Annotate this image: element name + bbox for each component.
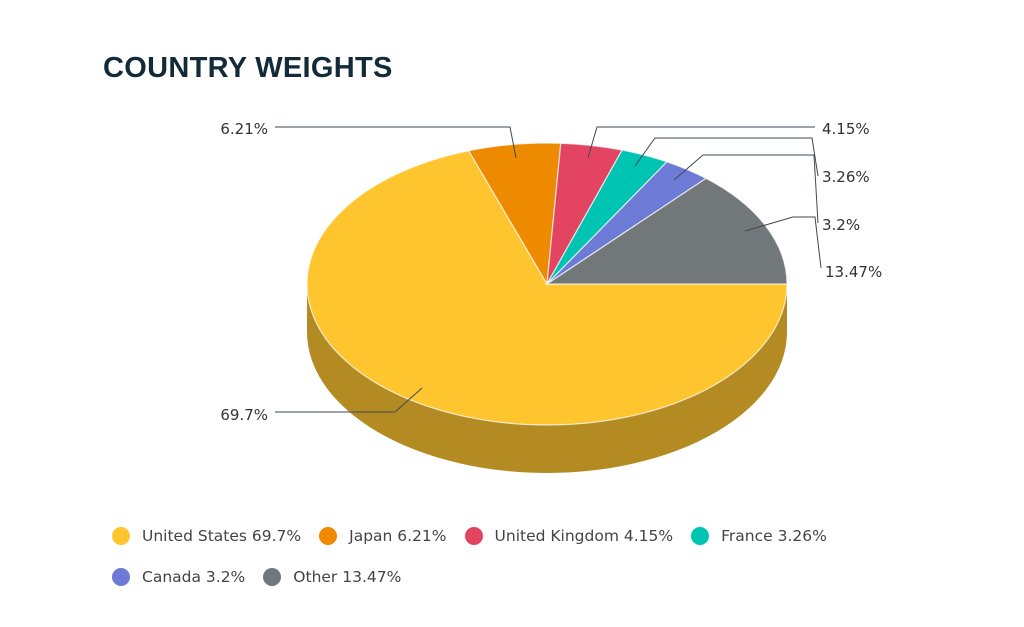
data-label-canada: 3.2%	[822, 216, 860, 234]
leader-line-united-kingdom	[587, 126, 815, 159]
legend: United States 69.7% Japan 6.21% United Kin…	[112, 524, 932, 606]
legend-label: United States 69.7%	[142, 527, 302, 545]
legend-label: Japan 6.21%	[349, 527, 447, 545]
leader-line-united-states	[275, 387, 423, 413]
legend-dot-icon	[112, 527, 130, 545]
leader-line-japan	[275, 126, 517, 159]
chart-title: COUNTRY WEIGHTS	[103, 52, 393, 84]
legend-label: Other 13.47%	[293, 568, 402, 586]
pie-slice-other[interactable]	[545, 177, 788, 285]
legend-item-united-states[interactable]: United States 69.7%	[112, 524, 301, 548]
legend-label: Canada 3.2%	[142, 568, 246, 586]
legend-dot-icon	[319, 527, 338, 545]
legend-label: France 3.26%	[721, 527, 827, 545]
legend-item-france[interactable]: France 3.26%	[691, 524, 827, 548]
legend-label: United Kingdom 4.15%	[494, 527, 674, 545]
legend-dot-icon	[112, 568, 130, 586]
legend-item-canada[interactable]: Canada 3.2%	[112, 565, 245, 589]
data-label-france: 3.26%	[822, 168, 870, 186]
legend-item-other[interactable]: Other 13.47%	[263, 565, 401, 589]
data-label-united-states: 69.7%	[220, 406, 268, 424]
data-label-united-kingdom: 4.15%	[822, 120, 870, 138]
pie-side-united-states	[307, 284, 787, 473]
leader-line-other	[744, 216, 822, 269]
pie-slice-united-states[interactable]	[306, 150, 788, 426]
leader-line-canada	[673, 154, 819, 224]
legend-item-united-kingdom[interactable]: United Kingdom 4.15%	[464, 524, 674, 548]
legend-dot-icon	[691, 527, 710, 545]
leader-line-france	[634, 137, 819, 177]
data-label-japan: 6.21%	[220, 120, 268, 138]
legend-dot-icon	[464, 527, 483, 545]
legend-item-japan[interactable]: Japan 6.21%	[319, 524, 447, 548]
legend-dot-icon	[263, 568, 282, 586]
data-label-other: 13.47%	[825, 263, 882, 281]
